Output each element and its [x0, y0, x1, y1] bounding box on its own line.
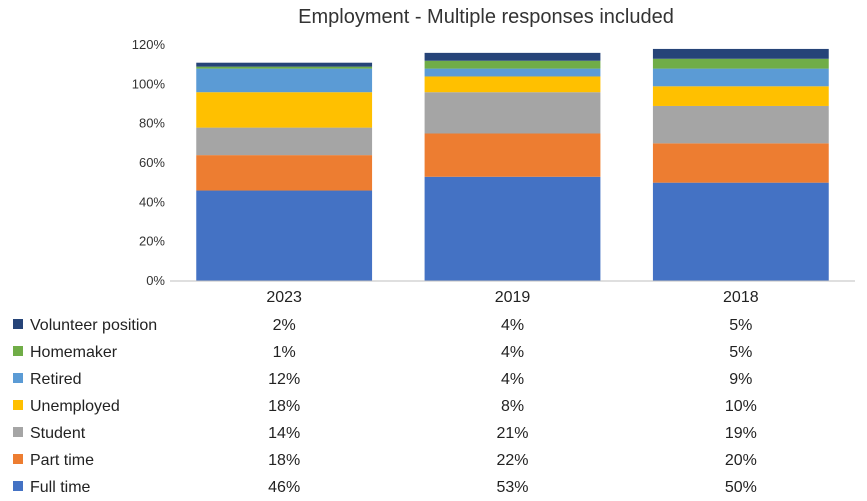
data-label: 5% — [729, 344, 752, 361]
data-label: 18% — [268, 398, 300, 415]
y-tick-label: 40% — [139, 194, 165, 209]
y-tick-label: 20% — [139, 234, 165, 249]
bar-segment-volunteer-position — [652, 48, 829, 59]
x-tick-label: 2023 — [266, 289, 302, 306]
legend-swatch — [13, 454, 23, 464]
data-table: Volunteer position 2% 4% 5% Homemaker 1% 4% 5% R… — [13, 317, 757, 496]
bar-segment-homemaker — [652, 58, 829, 69]
data-label: 14% — [268, 425, 300, 442]
bar-segment-unemployed — [652, 86, 829, 106]
bar-segment-part-time — [196, 155, 373, 191]
chart-title: Employment - Multiple responses included — [298, 6, 674, 28]
bar-segment-volunteer-position — [196, 62, 373, 67]
legend-label: Unemployed — [30, 398, 120, 415]
x-tick-label: 2019 — [495, 289, 531, 306]
data-label: 4% — [501, 344, 524, 361]
data-label: 22% — [496, 452, 528, 469]
bar-segment-part-time — [424, 133, 601, 177]
plot-area — [196, 48, 829, 281]
bar-segment-unemployed — [196, 92, 373, 128]
bar-segment-full-time — [424, 176, 601, 281]
bar-segment-volunteer-position — [424, 52, 601, 61]
legend-swatch — [13, 319, 23, 329]
data-label: 46% — [268, 479, 300, 496]
legend-swatch — [13, 427, 23, 437]
bar-segment-retired — [652, 68, 829, 87]
data-label: 5% — [729, 317, 752, 334]
data-label: 18% — [268, 452, 300, 469]
data-label: 12% — [268, 371, 300, 388]
data-label: 10% — [725, 398, 757, 415]
legend-label: Homemaker — [30, 344, 118, 361]
data-label: 19% — [725, 425, 757, 442]
data-label: 21% — [496, 425, 528, 442]
bar-segment-full-time — [652, 182, 829, 281]
bar-segment-student — [652, 105, 829, 144]
x-tick-label: 2018 — [723, 289, 759, 306]
bar-segment-unemployed — [424, 76, 601, 93]
legend-label: Student — [30, 425, 86, 442]
data-label: 9% — [729, 371, 752, 388]
bar-segment-part-time — [652, 143, 829, 183]
bar-segment-homemaker — [424, 60, 601, 69]
data-label: 8% — [501, 398, 524, 415]
legend-swatch — [13, 346, 23, 356]
legend-label: Part time — [30, 452, 94, 469]
legend-swatch — [13, 481, 23, 491]
y-tick-label: 60% — [139, 155, 165, 170]
y-tick-label: 100% — [132, 76, 166, 91]
x-axis: 2023 2019 2018 — [266, 289, 758, 306]
bar-segment-homemaker — [196, 66, 373, 69]
data-label: 1% — [273, 344, 296, 361]
y-tick-label: 120% — [132, 37, 166, 52]
legend-label: Volunteer position — [30, 317, 157, 334]
bar-segment-retired — [196, 68, 373, 93]
data-label: 20% — [725, 452, 757, 469]
legend-label: Retired — [30, 371, 82, 388]
data-label: 50% — [725, 479, 757, 496]
data-label: 53% — [496, 479, 528, 496]
legend-swatch — [13, 400, 23, 410]
data-label: 4% — [501, 317, 524, 334]
y-axis: 0% 20% 40% 60% 80% 100% 120% — [132, 37, 166, 288]
y-tick-label: 80% — [139, 116, 165, 131]
bar-segment-student — [196, 127, 373, 156]
data-label: 4% — [501, 371, 524, 388]
bar-segment-retired — [424, 68, 601, 77]
legend-swatch — [13, 373, 23, 383]
bar-segment-full-time — [196, 190, 373, 281]
data-label: 2% — [273, 317, 296, 334]
bar-segment-student — [424, 92, 601, 134]
y-tick-label: 0% — [146, 273, 165, 288]
legend-label: Full time — [30, 479, 91, 496]
